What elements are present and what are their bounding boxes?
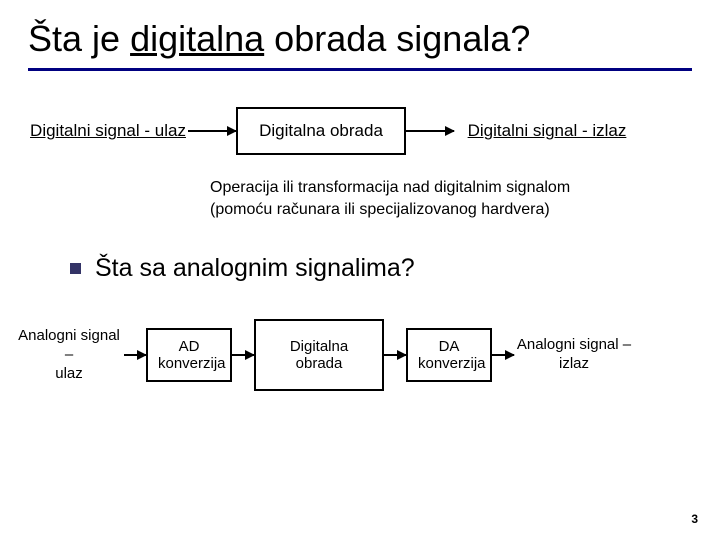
flow2-right-l2: izlaz [559,355,589,372]
bullet-icon [70,263,81,274]
flow1-right-label: Digitalni signal - izlaz [462,120,632,141]
flow2-arrow-1 [124,354,146,356]
title-suffix: obrada signala? [264,18,530,59]
flow2-left-label: Analogni signal – ulaz [14,327,124,383]
title-emph: digitalna [130,18,264,59]
flow2-ad-l1: AD [179,338,200,355]
flow2-left-l2: ulaz [55,365,83,382]
flow2-box-da: DA konverzija [406,328,492,382]
flow1-arrow-left [188,130,236,132]
flow2-arrow-3 [384,354,406,356]
flow2-da-l2: konverzija [418,355,486,372]
flow2-box-ad: AD konverzija [146,328,232,382]
flow2-ad-l2: konverzija [158,355,226,372]
flow1-arrow-right [406,130,454,132]
flow2-left-l1: Analogni signal – [18,327,120,363]
subheading: Šta sa analognim signalima? [70,254,720,283]
analog-flow-row: Analogni signal – ulaz AD konverzija Dig… [0,319,720,391]
flow1-box: Digitalna obrada [236,107,406,155]
flow1-left-label: Digitalni signal - ulaz [28,120,188,141]
digital-flow-row: Digitalni signal - ulaz Digitalna obrada… [0,107,720,155]
title-prefix: Šta je [28,18,130,59]
flow2-arrow-4 [492,354,514,356]
flow2-arrow-2 [232,354,254,356]
flow1-description: Operacija ili transformacija nad digital… [210,177,580,220]
flow2-right-label: Analogni signal – izlaz [514,336,634,374]
subheading-text: Šta sa analognim signalima? [95,254,415,283]
page-number: 3 [691,512,698,526]
page-title: Šta je digitalna obrada signala? [0,0,720,64]
flow2-box-mid: Digitalna obrada [254,319,384,391]
title-rule [28,68,692,71]
flow2-da-l1: DA [439,338,460,355]
flow2-right-l1: Analogni signal – [517,336,631,353]
